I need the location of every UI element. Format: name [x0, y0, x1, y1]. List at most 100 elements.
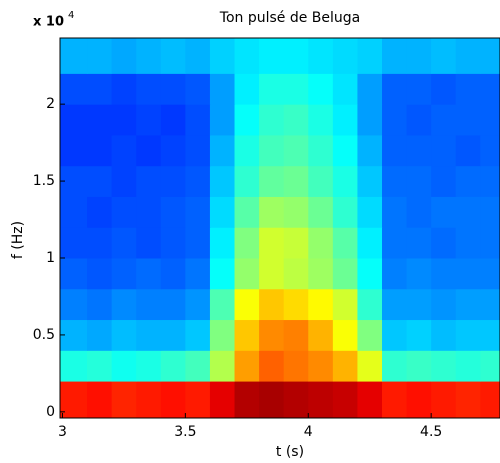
spectrogram-cell: [111, 319, 137, 351]
spectrogram-cell: [382, 104, 408, 136]
spectrogram-cell: [234, 350, 260, 382]
spectrogram-cell: [431, 381, 457, 418]
spectrogram-cell: [160, 38, 186, 74]
spectrogram-cell: [136, 38, 162, 74]
spectrogram-cell: [308, 258, 334, 290]
spectrogram-cell: [308, 165, 334, 197]
spectrogram-cell: [185, 288, 211, 321]
spectrogram-cell: [60, 73, 88, 105]
spectrogram-cell: [406, 350, 432, 382]
spectrogram-cell: [283, 134, 309, 167]
spectrogram-cell: [259, 319, 285, 351]
spectrogram-cell: [87, 288, 113, 321]
spectrogram-cell: [87, 73, 113, 105]
spectrogram-cell: [111, 288, 137, 321]
spectrogram-cell: [406, 104, 432, 136]
spectrogram-cell: [431, 227, 457, 259]
spectrogram-cell: [160, 350, 186, 382]
spectrogram-cell: [209, 104, 236, 136]
spectrogram-cell: [480, 104, 500, 136]
spectrogram-cell: [406, 38, 432, 74]
spectrogram-cell: [406, 73, 432, 105]
spectrogram-cell: [60, 196, 88, 228]
spectrogram-cell: [382, 165, 408, 197]
spectrogram-cell: [406, 319, 432, 351]
spectrogram-image: [60, 38, 500, 418]
spectrogram-cell: [382, 227, 408, 259]
spectrogram-cell: [209, 258, 236, 290]
spectrogram-cell: [357, 134, 383, 167]
spectrogram-cell: [283, 104, 309, 136]
spectrogram-cell: [111, 196, 137, 228]
y-tick-label: 0: [46, 404, 55, 420]
spectrogram-cell: [259, 258, 285, 290]
spectrogram-cell: [357, 288, 383, 321]
spectrogram-cell: [136, 165, 162, 197]
x-tick-label: 3.5: [174, 424, 196, 440]
spectrogram-cell: [480, 288, 500, 321]
spectrogram-cell: [209, 227, 236, 259]
spectrogram-cell: [111, 134, 137, 167]
spectrogram-cell: [283, 38, 309, 74]
y-multiplier-exponent: 4: [68, 10, 74, 21]
spectrogram-cell: [308, 38, 334, 74]
spectrogram-cell: [259, 134, 285, 167]
spectrogram-cell: [160, 104, 186, 136]
x-axis-label: t (s): [276, 444, 304, 460]
spectrogram-cell: [431, 319, 457, 351]
spectrogram-cell: [185, 134, 211, 167]
spectrogram-cell: [136, 227, 162, 259]
spectrogram-cell: [332, 381, 358, 418]
spectrogram-cell: [455, 288, 481, 321]
spectrogram-cell: [283, 196, 309, 228]
spectrogram-cell: [185, 381, 211, 418]
spectrogram-cell: [136, 319, 162, 351]
spectrogram-cell: [234, 381, 260, 418]
spectrogram-cell: [111, 38, 137, 74]
spectrogram-cell: [234, 288, 260, 321]
plot-frame: [59, 37, 500, 419]
spectrogram-cell: [382, 381, 408, 418]
spectrogram-cell: [136, 196, 162, 228]
y-tick-label: 0.5: [33, 327, 55, 343]
spectrogram-cell: [455, 350, 481, 382]
spectrogram-cell: [234, 258, 260, 290]
spectrogram-cell: [259, 350, 285, 382]
spectrogram-cell: [332, 134, 358, 167]
spectrogram-cell: [455, 196, 481, 228]
spectrogram-cell: [332, 73, 358, 105]
spectrogram-cell: [357, 350, 383, 382]
spectrogram-cell: [332, 38, 358, 74]
spectrogram-cell: [431, 258, 457, 290]
spectrogram-cell: [87, 227, 113, 259]
spectrogram-cell: [283, 227, 309, 259]
spectrogram-cell: [455, 381, 481, 418]
spectrogram-cell: [308, 288, 334, 321]
spectrogram-cell: [160, 227, 186, 259]
spectrogram-cell: [480, 381, 500, 418]
y-tick-label: 1.5: [33, 173, 55, 189]
x-tick-label: 3: [58, 424, 67, 440]
spectrogram-cell: [234, 165, 260, 197]
spectrogram-cell: [332, 288, 358, 321]
spectrogram-cell: [60, 134, 88, 167]
spectrogram-cell: [382, 350, 408, 382]
spectrogram-cell: [234, 196, 260, 228]
spectrogram-cell: [60, 104, 88, 136]
spectrogram-cell: [431, 38, 457, 74]
spectrogram-cell: [480, 73, 500, 105]
spectrogram-cell: [431, 350, 457, 382]
spectrogram-cell: [308, 381, 334, 418]
spectrogram-cell: [382, 288, 408, 321]
spectrogram-cell: [357, 319, 383, 351]
spectrogram-cell: [455, 134, 481, 167]
spectrogram-cell: [87, 165, 113, 197]
spectrogram-cell: [160, 134, 186, 167]
spectrogram-cell: [234, 134, 260, 167]
spectrogram-cell: [259, 227, 285, 259]
spectrogram-cell: [209, 196, 236, 228]
spectrogram-cell: [455, 104, 481, 136]
x-tick-label: 4: [304, 424, 313, 440]
spectrogram-cell: [160, 165, 186, 197]
